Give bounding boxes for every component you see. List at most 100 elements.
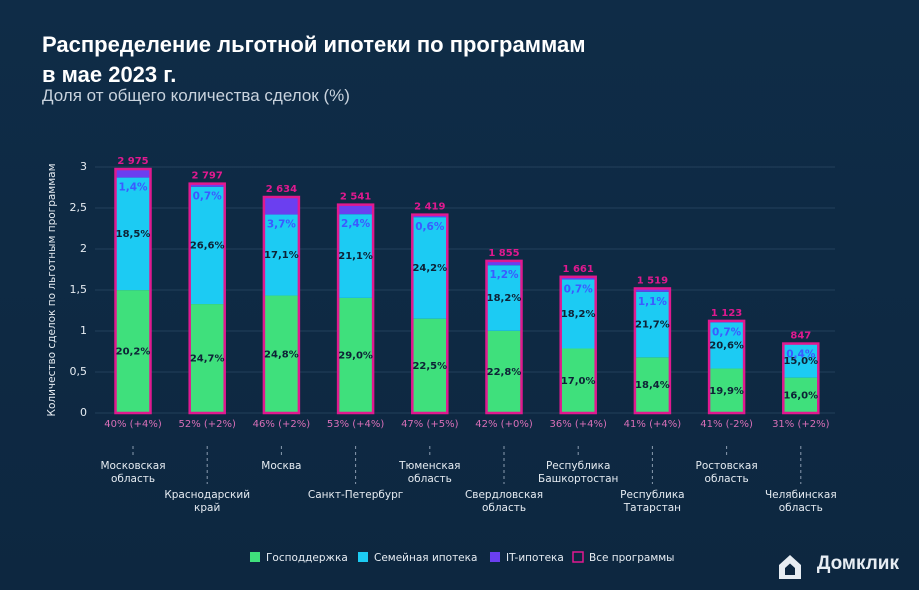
share-label: 52% (+2%) xyxy=(178,419,236,430)
value-label: 1,1% xyxy=(638,296,668,308)
total-outline xyxy=(707,319,746,415)
value-label: 18,2% xyxy=(487,293,522,304)
legend-label: Семейная ипотека xyxy=(374,552,477,564)
value-label: 20,6% xyxy=(709,341,744,352)
bar-segment xyxy=(189,304,225,413)
legend-swatch xyxy=(572,551,584,563)
value-label: 20,2% xyxy=(116,347,151,358)
share-label: 53% (+4%) xyxy=(327,419,385,430)
total-outline xyxy=(114,167,152,415)
x-tick-label: Республика Башкортостан xyxy=(537,460,619,485)
bar-segment xyxy=(709,368,745,413)
bar-segment xyxy=(263,214,299,296)
share-label: 47% (+5%) xyxy=(401,419,459,430)
total-label: 1 855 xyxy=(488,248,519,259)
y-tick-label: 1,5 xyxy=(70,283,88,296)
y-tick-label: 0 xyxy=(80,406,87,419)
x-tick-label: Тюменская область xyxy=(399,460,461,485)
total-outline xyxy=(262,195,301,415)
legend-label: Все программы xyxy=(589,552,674,564)
total-label: 1 123 xyxy=(711,308,742,319)
total-label: 2 541 xyxy=(340,192,371,203)
total-label: 1 519 xyxy=(637,275,668,286)
share-label: 46% (+2%) xyxy=(253,419,311,430)
total-label: 847 xyxy=(790,331,811,342)
x-tick-label: Республика Татарстан xyxy=(620,489,685,514)
bar-segment xyxy=(709,322,745,369)
x-tick-label: Москва xyxy=(261,460,302,472)
x-tick-label: Санкт-Петербург xyxy=(307,489,404,501)
total-outline xyxy=(336,203,375,415)
x-tick-label: Ростовская область xyxy=(695,460,758,485)
value-label: 0,4% xyxy=(786,348,816,360)
value-label: 0,6% xyxy=(415,221,445,233)
value-label: 24,7% xyxy=(190,354,225,365)
share-label: 41% (-2%) xyxy=(700,419,753,430)
chart-title: Распределение льготной ипотеки по програ… xyxy=(42,32,586,87)
total-label: 1 661 xyxy=(563,264,594,275)
total-outline xyxy=(782,342,820,415)
brand: Домклик xyxy=(816,553,899,574)
bar-segment xyxy=(783,344,819,378)
value-label: 18,2% xyxy=(561,309,596,320)
bar-segment xyxy=(486,260,522,266)
value-label: 24,8% xyxy=(264,349,299,360)
total-outline xyxy=(411,213,449,415)
bar-segment xyxy=(783,377,819,413)
bar-segment xyxy=(560,279,596,349)
total-label: 2 634 xyxy=(266,184,297,195)
value-label: 17,0% xyxy=(561,376,596,387)
bar-segment xyxy=(634,288,670,292)
bar-segment xyxy=(560,348,596,413)
x-tick-label: Челябинская область xyxy=(764,489,837,514)
value-label: 22,8% xyxy=(487,367,522,378)
value-label: 24,2% xyxy=(412,263,447,274)
bar-segment xyxy=(263,197,299,215)
bar-segment xyxy=(412,214,448,218)
value-label: 2,4% xyxy=(341,218,371,230)
bar-segment xyxy=(338,214,374,298)
total-outline xyxy=(633,287,672,415)
bar-segment xyxy=(263,295,299,413)
legend-swatch xyxy=(490,552,500,562)
bar-segment xyxy=(412,318,448,413)
x-tick-label: Краснодарский край xyxy=(164,489,251,514)
share-label: 42% (+0%) xyxy=(475,419,533,430)
total-outline xyxy=(485,259,523,415)
value-label: 0,7% xyxy=(564,283,594,295)
share-label: 41% (+4%) xyxy=(624,419,682,430)
x-tick-label: Свердловская область xyxy=(464,489,544,514)
value-label: 18,4% xyxy=(635,380,670,391)
bar-segment xyxy=(115,169,151,178)
value-label: 29,0% xyxy=(338,350,373,361)
bar-segment xyxy=(115,290,151,413)
share-label: 40% (+4%) xyxy=(104,419,162,430)
bar-segment xyxy=(338,297,374,413)
value-label: 22,5% xyxy=(412,361,447,372)
legend-label: IT-ипотека xyxy=(506,552,564,564)
value-label: 15,0% xyxy=(783,356,818,367)
value-label: 0,7% xyxy=(712,326,742,338)
value-label: 26,6% xyxy=(190,240,225,251)
y-tick-label: 2,5 xyxy=(70,201,88,214)
legend-label: Господдержка xyxy=(266,552,348,564)
total-label: 2 797 xyxy=(192,171,223,182)
value-label: 16,0% xyxy=(783,390,818,401)
value-label: 3,7% xyxy=(267,219,297,231)
y-tick-label: 3 xyxy=(80,160,87,173)
legend-swatch xyxy=(358,552,368,562)
share-label: 31% (+2%) xyxy=(772,419,830,430)
bar-segment xyxy=(115,177,151,291)
brand-icon xyxy=(779,555,801,579)
y-tick-label: 2 xyxy=(80,242,87,255)
legend-swatch xyxy=(250,552,260,562)
total-outline xyxy=(188,182,226,415)
bar-segment xyxy=(338,204,374,215)
y-tick-label: 0,5 xyxy=(70,365,88,378)
bar-segment xyxy=(486,265,522,331)
total-label: 2 419 xyxy=(414,202,445,213)
bar-segment xyxy=(189,183,225,187)
y-axis-label: Количество сделок по льготным программам xyxy=(46,164,58,417)
